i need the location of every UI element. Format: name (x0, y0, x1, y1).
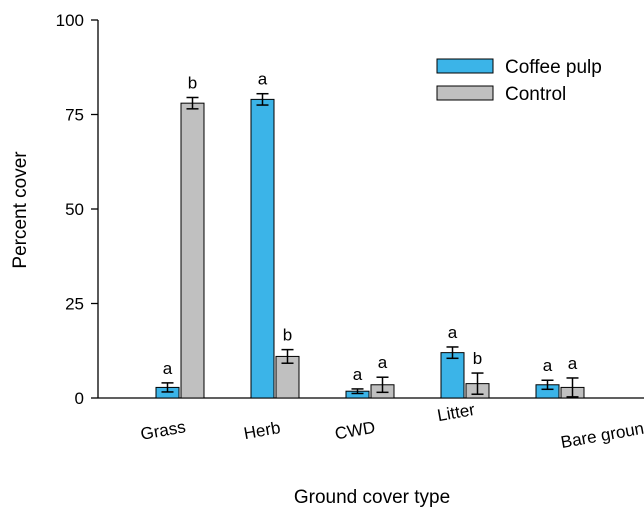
significance-letter: b (473, 349, 482, 368)
significance-letter: a (163, 359, 173, 378)
legend: Coffee pulp Control (436, 57, 602, 105)
significance-letter: b (188, 73, 197, 92)
x-axis-title: Ground cover type (294, 487, 450, 508)
y-tick-label: 50 (65, 200, 84, 219)
significance-letter: a (543, 356, 553, 375)
x-tick-label: Litter (436, 400, 477, 425)
x-tick-label: Grass (139, 417, 187, 444)
y-tick-label: 75 (65, 106, 84, 125)
y-axis: 0 25 50 75 100 (56, 11, 99, 408)
x-tick-label: Bare ground (559, 417, 644, 452)
y-tick-label: 100 (56, 11, 84, 30)
x-axis: Grass Herb CWD Litter Bare ground (98, 397, 644, 452)
significance-letter: a (353, 365, 363, 384)
legend-swatch (436, 58, 494, 74)
bar-coffee-pulp (250, 98, 275, 399)
bar-control (180, 102, 205, 399)
y-axis-title: Percent cover (10, 151, 31, 269)
x-tick-label: Herb (242, 418, 282, 443)
significance-letter: a (448, 323, 458, 342)
significance-letter: a (258, 70, 268, 89)
legend-swatch (436, 85, 494, 101)
bar-coffee-pulp (440, 352, 465, 399)
legend-label: Coffee pulp (505, 57, 602, 78)
y-tick-label: 25 (65, 295, 84, 314)
significance-letter: a (568, 354, 578, 373)
legend-label: Control (505, 84, 566, 105)
significance-letter: a (378, 353, 388, 372)
x-tick-label: CWD (333, 418, 376, 444)
y-tick-label: 0 (75, 389, 84, 408)
significance-letter: b (283, 326, 292, 345)
